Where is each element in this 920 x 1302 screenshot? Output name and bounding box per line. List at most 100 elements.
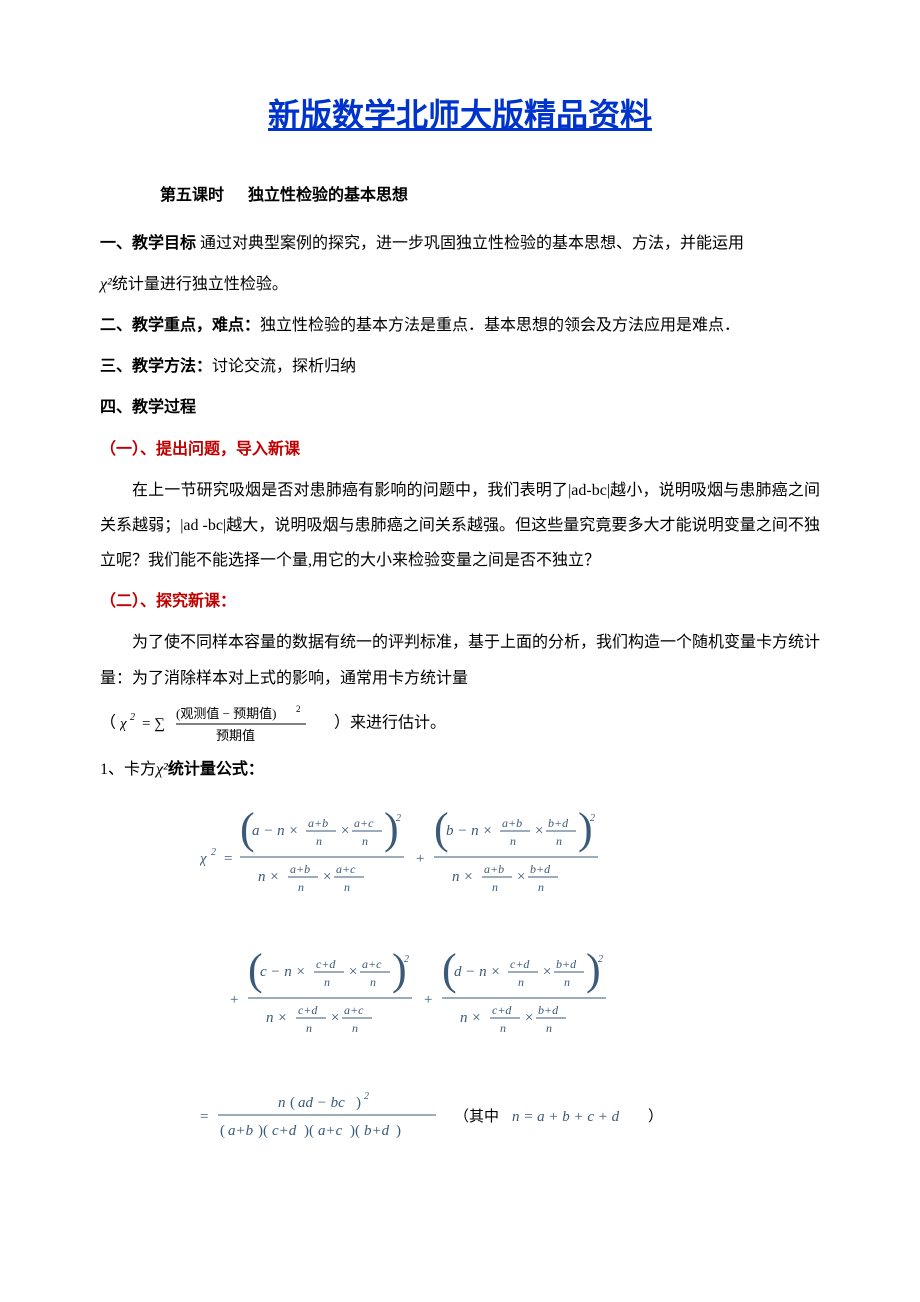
section-4: 四、教学过程 bbox=[100, 390, 820, 425]
svg-text:n: n bbox=[306, 1021, 312, 1035]
svg-text:a − n ×: a − n × bbox=[252, 823, 299, 839]
svg-text:d − n ×: d − n × bbox=[454, 964, 501, 980]
svg-text:= ∑: = ∑ bbox=[142, 716, 165, 732]
svg-text:)(: )( bbox=[304, 1123, 314, 1139]
svg-text:(: ( bbox=[290, 1095, 295, 1111]
formula-line-3: = n ( ad − bc ) 2 (a+b)(c+d)(a+c)(b+d) （… bbox=[100, 1087, 820, 1160]
svg-text:a+c: a+c bbox=[344, 1003, 364, 1017]
svg-text:+: + bbox=[416, 851, 424, 867]
section-2: 二、教学重点，难点：独立性检验的基本方法是重点．基本思想的领会及方法应用是难点． bbox=[100, 308, 820, 343]
svg-text:n: n bbox=[344, 880, 350, 894]
svg-text:预期值: 预期值 bbox=[216, 728, 255, 743]
section-2-label: 二、教学重点，难点： bbox=[100, 317, 260, 334]
lesson-name: 独立性检验的基本思想 bbox=[248, 187, 408, 204]
svg-text:2: 2 bbox=[130, 712, 135, 723]
subsection-1-label: （一）、提出问题，导入新课 bbox=[100, 432, 820, 467]
svg-text:b − n ×: b − n × bbox=[446, 823, 493, 839]
svg-text:c+d: c+d bbox=[492, 1003, 512, 1017]
svg-text:）: ） bbox=[648, 1108, 663, 1125]
svg-text:b+d: b+d bbox=[548, 816, 569, 830]
svg-text:a+c: a+c bbox=[318, 1123, 343, 1139]
svg-text:c+d: c+d bbox=[316, 957, 336, 971]
svg-text:×: × bbox=[524, 1010, 534, 1026]
chi-square-symbol-2: χ² bbox=[156, 761, 168, 778]
item-1: 1、卡方χ²统计量公式： bbox=[100, 752, 820, 787]
section-1-line2: χ²统计量进行独立性检验。 bbox=[100, 267, 820, 302]
svg-text:): ) bbox=[396, 1123, 401, 1139]
svg-text:×: × bbox=[516, 869, 526, 885]
svg-text:（其中: （其中 bbox=[454, 1108, 499, 1125]
svg-text:n ×: n × bbox=[258, 869, 279, 885]
svg-text:a+b: a+b bbox=[290, 862, 310, 876]
section-3: 三、教学方法：讨论交流，探析归纳 bbox=[100, 349, 820, 384]
section-1-suffix: 统计量进行独立性检验。 bbox=[112, 276, 288, 293]
page-title: 新版数学北师大版精品资料 bbox=[100, 80, 820, 150]
svg-text:n: n bbox=[546, 1021, 552, 1035]
svg-text:a+b: a+b bbox=[484, 862, 504, 876]
svg-text:×: × bbox=[542, 964, 552, 980]
svg-text:2: 2 bbox=[396, 813, 401, 824]
subsection-2-body1: 为了使不同样本容量的数据有统一的评判标准，基于上面的分析，我们构造一个随机变量卡… bbox=[100, 625, 820, 695]
svg-text:+: + bbox=[424, 992, 432, 1008]
svg-text:n: n bbox=[500, 1021, 506, 1035]
svg-text:a+c: a+c bbox=[362, 957, 382, 971]
svg-text:n: n bbox=[518, 975, 524, 989]
section-2-body: 独立性检验的基本方法是重点．基本思想的领会及方法应用是难点． bbox=[260, 317, 740, 334]
formula-line-1: χ2 = ( a − n × a+b n × a+c n ) 2 n × a+b… bbox=[100, 805, 820, 928]
section-3-label: 三、教学方法： bbox=[100, 358, 212, 375]
lesson-number: 第五课时 bbox=[160, 187, 224, 204]
svg-text:b+d: b+d bbox=[556, 957, 577, 971]
svg-text:2: 2 bbox=[590, 813, 595, 824]
svg-text:n ×: n × bbox=[266, 1010, 287, 1026]
section-1-label: 一、教学目标 bbox=[100, 235, 196, 252]
formula-1-svg: χ2 = ( a − n × a+b n × a+c n ) 2 n × a+b… bbox=[200, 805, 720, 915]
svg-text:n = a + b + c + d: n = a + b + c + d bbox=[512, 1109, 620, 1125]
svg-text:+: + bbox=[230, 992, 238, 1008]
svg-text:a+c: a+c bbox=[336, 862, 356, 876]
item-1-prefix: 1、卡方 bbox=[100, 761, 156, 778]
svg-text:c+d: c+d bbox=[272, 1123, 297, 1139]
subsection-1-body: 在上一节研究吸烟是否对患肺癌有影响的问题中，我们表明了|ad-bc|越小，说明吸… bbox=[100, 473, 820, 579]
svg-text:b+d: b+d bbox=[538, 1003, 559, 1017]
svg-text:n: n bbox=[556, 834, 562, 848]
section-1: 一、教学目标 通过对典型案例的探究，进一步巩固独立性检验的基本思想、方法，并能运… bbox=[100, 226, 820, 261]
chi-square-symbol: χ² bbox=[100, 276, 112, 293]
svg-text:c+d: c+d bbox=[298, 1003, 318, 1017]
svg-text:c − n ×: c − n × bbox=[260, 964, 306, 980]
svg-text:=: = bbox=[200, 1109, 208, 1125]
svg-text:n: n bbox=[316, 834, 322, 848]
svg-text:n ×: n × bbox=[460, 1010, 481, 1026]
item-1-suffix: 统计量公式： bbox=[168, 761, 264, 778]
lesson-heading: 第五课时 独立性检验的基本思想 bbox=[160, 178, 820, 213]
svg-text:)(: )( bbox=[350, 1123, 360, 1139]
svg-text:×: × bbox=[330, 1010, 340, 1026]
svg-text:a+c: a+c bbox=[354, 816, 374, 830]
svg-text:): ) bbox=[356, 1095, 361, 1111]
inline-formula-suffix: ）来进行估计。 bbox=[334, 715, 446, 732]
formula-line-2: + ( c − n × c+d n × a+c n ) 2 n × c+d n … bbox=[100, 946, 820, 1069]
svg-text:×: × bbox=[340, 823, 350, 839]
svg-text:(: ( bbox=[220, 1123, 225, 1139]
svg-text:c+d: c+d bbox=[510, 957, 530, 971]
svg-text:χ: χ bbox=[120, 716, 127, 732]
svg-text:n ×: n × bbox=[452, 869, 473, 885]
svg-text:b+d: b+d bbox=[530, 862, 551, 876]
inline-chi-formula: （ χ 2 = ∑ (观测值 − 预期值) 2 预期值 ）来进行估计。 bbox=[100, 702, 820, 746]
svg-text:2: 2 bbox=[364, 1091, 369, 1102]
svg-text:×: × bbox=[322, 869, 332, 885]
svg-text:2: 2 bbox=[296, 704, 301, 714]
svg-text:a+b: a+b bbox=[502, 816, 522, 830]
subsection-2-label: （二）、探究新课： bbox=[100, 584, 820, 619]
section-1-body: 通过对典型案例的探究，进一步巩固独立性检验的基本思想、方法，并能运用 bbox=[196, 235, 744, 252]
svg-text:)(: )( bbox=[258, 1123, 268, 1139]
svg-text:n: n bbox=[352, 1021, 358, 1035]
svg-text:×: × bbox=[348, 964, 358, 980]
svg-text:(观测值 − 预期值): (观测值 − 预期值) bbox=[176, 706, 277, 721]
svg-text:n: n bbox=[564, 975, 570, 989]
svg-text:a+b: a+b bbox=[228, 1123, 254, 1139]
svg-text:n: n bbox=[362, 834, 368, 848]
svg-text:n: n bbox=[492, 880, 498, 894]
svg-text:×: × bbox=[534, 823, 544, 839]
formula-2-svg: + ( c − n × c+d n × a+c n ) 2 n × c+d n … bbox=[230, 946, 690, 1056]
svg-text:n: n bbox=[278, 1095, 286, 1111]
